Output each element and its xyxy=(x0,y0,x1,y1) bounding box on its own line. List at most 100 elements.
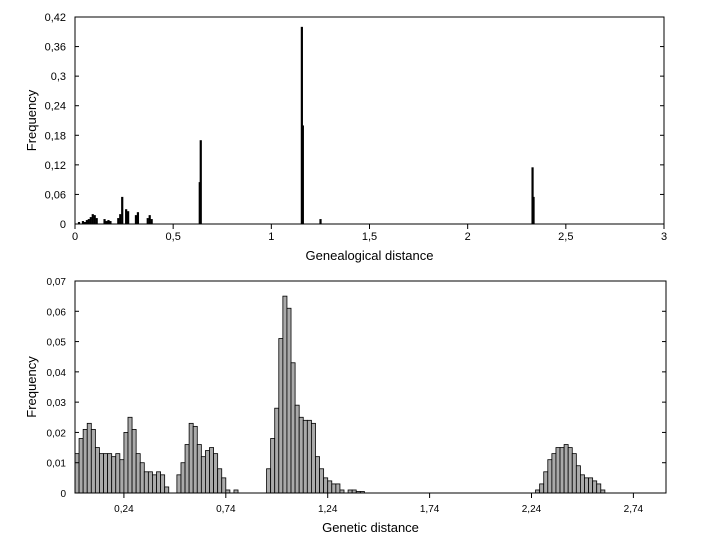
genealogical-ticks: 0 0,5 1 1,5 2 2,5 3 0 0,06 0,12 0,18 0,24 0,3 0,36 0,4… xyxy=(45,12,667,243)
bar xyxy=(150,219,153,224)
x-tick-label: 2 xyxy=(465,231,471,243)
bar xyxy=(294,404,300,494)
bar xyxy=(127,211,130,224)
y-axis-title-top: Frequency xyxy=(24,89,39,151)
bar xyxy=(302,419,308,494)
bar xyxy=(134,215,138,224)
x-tick-label: 2,5 xyxy=(558,231,573,243)
bar xyxy=(301,125,304,224)
bar xyxy=(274,407,280,494)
bar xyxy=(117,218,120,224)
bar xyxy=(85,220,88,224)
bar xyxy=(196,444,202,494)
bar xyxy=(146,218,149,224)
bar xyxy=(205,450,210,494)
bar xyxy=(217,468,223,494)
y-tick-label: 0,03 xyxy=(47,398,67,409)
x-tick-label: 2,24 xyxy=(522,504,542,515)
bar xyxy=(563,444,569,494)
plot-frame-top xyxy=(74,16,665,225)
bar xyxy=(543,471,549,494)
bar xyxy=(551,453,557,494)
bar xyxy=(74,453,80,494)
bar xyxy=(315,456,320,494)
x-tick-label: 1,24 xyxy=(318,504,338,515)
y-tick-label: 0 xyxy=(60,219,66,231)
y-tick-label: 0,05 xyxy=(47,338,67,349)
bar xyxy=(83,222,87,224)
bar xyxy=(323,477,329,494)
bar xyxy=(78,438,84,494)
bar xyxy=(82,428,88,494)
bar xyxy=(266,468,272,494)
bar xyxy=(115,453,121,494)
bar xyxy=(588,477,594,494)
bar xyxy=(105,221,108,224)
y-tick-label: 0,24 xyxy=(45,101,66,113)
bar xyxy=(94,447,100,494)
bar xyxy=(531,167,534,224)
bar xyxy=(109,221,112,224)
bar xyxy=(335,483,341,494)
bar xyxy=(319,219,322,224)
y-tick-label: 0,36 xyxy=(45,42,66,54)
bar xyxy=(152,474,157,494)
bar xyxy=(547,459,553,494)
bar xyxy=(143,471,149,494)
bar xyxy=(575,465,581,494)
x-tick-label: 0,24 xyxy=(114,504,134,515)
x-tick-label: 1 xyxy=(268,231,274,243)
bar xyxy=(188,422,194,494)
bar xyxy=(592,480,598,494)
y-tick-label: 0 xyxy=(60,489,66,500)
bar xyxy=(306,419,312,494)
bar xyxy=(111,456,117,494)
x-tick-label: 1,5 xyxy=(362,231,377,243)
y-tick-label: 0,3 xyxy=(51,71,66,83)
bar xyxy=(89,217,92,224)
bar xyxy=(571,453,577,494)
bar xyxy=(99,453,104,494)
bar xyxy=(107,220,110,224)
bar xyxy=(147,471,153,494)
bar xyxy=(121,196,124,224)
y-tick-label: 0,12 xyxy=(45,160,66,172)
bar xyxy=(331,483,337,494)
x-tick-label: 0,74 xyxy=(216,504,236,515)
bar xyxy=(86,422,92,494)
bar xyxy=(539,483,545,494)
bar xyxy=(164,486,170,494)
bar xyxy=(131,428,137,494)
y-tick-label: 0,18 xyxy=(45,130,66,142)
bar xyxy=(127,416,133,494)
bar xyxy=(221,477,227,494)
y-tick-label: 0,06 xyxy=(47,307,67,318)
bar xyxy=(567,447,573,494)
bar xyxy=(156,471,161,494)
bar xyxy=(139,462,145,494)
bar xyxy=(559,447,565,494)
bar xyxy=(580,474,585,494)
x-tick-label: 0,5 xyxy=(166,231,181,243)
bar xyxy=(209,447,214,494)
bar xyxy=(135,453,141,494)
genealogical-distance-chart: 0 0,5 1 1,5 2 2,5 3 0 0,06 0,12 0,18 0,24 0,3 0,36 0,4… xyxy=(24,12,667,263)
bar xyxy=(91,214,94,224)
bar xyxy=(184,444,190,494)
bar xyxy=(200,456,206,494)
bar xyxy=(123,432,129,494)
bar xyxy=(298,416,304,494)
y-tick-label: 0,02 xyxy=(47,428,67,439)
bar xyxy=(596,483,602,494)
bar xyxy=(286,307,292,494)
genealogical-bars xyxy=(77,26,535,224)
bar xyxy=(90,428,96,494)
bar xyxy=(310,422,316,494)
y-axis-title-bottom: Frequency xyxy=(24,356,39,418)
bar xyxy=(87,219,90,224)
bar xyxy=(327,480,333,494)
x-tick-label: 2,74 xyxy=(624,504,644,515)
bar xyxy=(103,453,109,494)
y-tick-label: 0,07 xyxy=(47,277,67,288)
